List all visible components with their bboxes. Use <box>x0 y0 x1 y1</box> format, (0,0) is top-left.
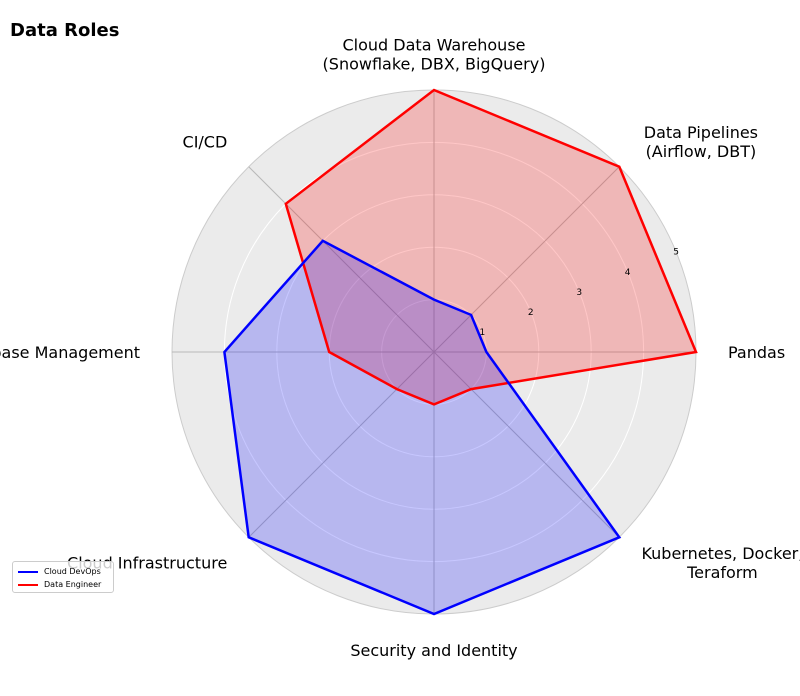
radial-tick-label: 3 <box>576 288 582 298</box>
legend-swatch-cloud-devops <box>18 570 38 573</box>
axis-label: Security and Identity <box>350 641 517 660</box>
legend-item-data-engineer: Data Engineer <box>18 578 108 591</box>
series-area-data-engineer <box>285 90 696 405</box>
axis-label: Data Pipelines (Airflow, DBT) <box>644 123 758 161</box>
grid-spoke <box>248 166 435 353</box>
radial-tick-label: 2 <box>528 308 534 318</box>
chart-title: Data Roles <box>10 20 120 41</box>
legend: Cloud DevOps Data Engineer <box>12 561 114 593</box>
legend-item-cloud-devops: Cloud DevOps <box>18 565 108 578</box>
axis-labels: Cloud Data Warehouse (Snowflake, DBX, Big… <box>0 36 800 661</box>
legend-label-cloud-devops: Cloud DevOps <box>44 567 101 576</box>
radial-tick-labels: 1 2 3 4 5 <box>480 248 679 338</box>
series-line-cloud-devops <box>223 239 622 616</box>
grid-spoke <box>433 166 620 353</box>
radial-tick-label: 4 <box>625 268 631 278</box>
series-layer <box>223 88 698 616</box>
axis-label: Pandas <box>728 343 785 362</box>
legend-swatch-data-engineer <box>18 583 38 586</box>
series-line-data-engineer <box>284 88 698 406</box>
axis-label: Cloud Data Warehouse (Snowflake, DBX, Big… <box>323 36 546 74</box>
legend-label-data-engineer: Data Engineer <box>44 580 102 589</box>
axis-label: Database Management <box>0 343 140 362</box>
radial-tick-label: 1 <box>480 328 486 338</box>
grid-spoke <box>433 351 620 538</box>
radial-tick-label: 5 <box>673 248 679 258</box>
axis-label: CI/CD <box>183 132 228 151</box>
grid-spoke <box>248 351 435 538</box>
axis-label: Kubernetes, Docker, Teraform <box>641 544 800 582</box>
